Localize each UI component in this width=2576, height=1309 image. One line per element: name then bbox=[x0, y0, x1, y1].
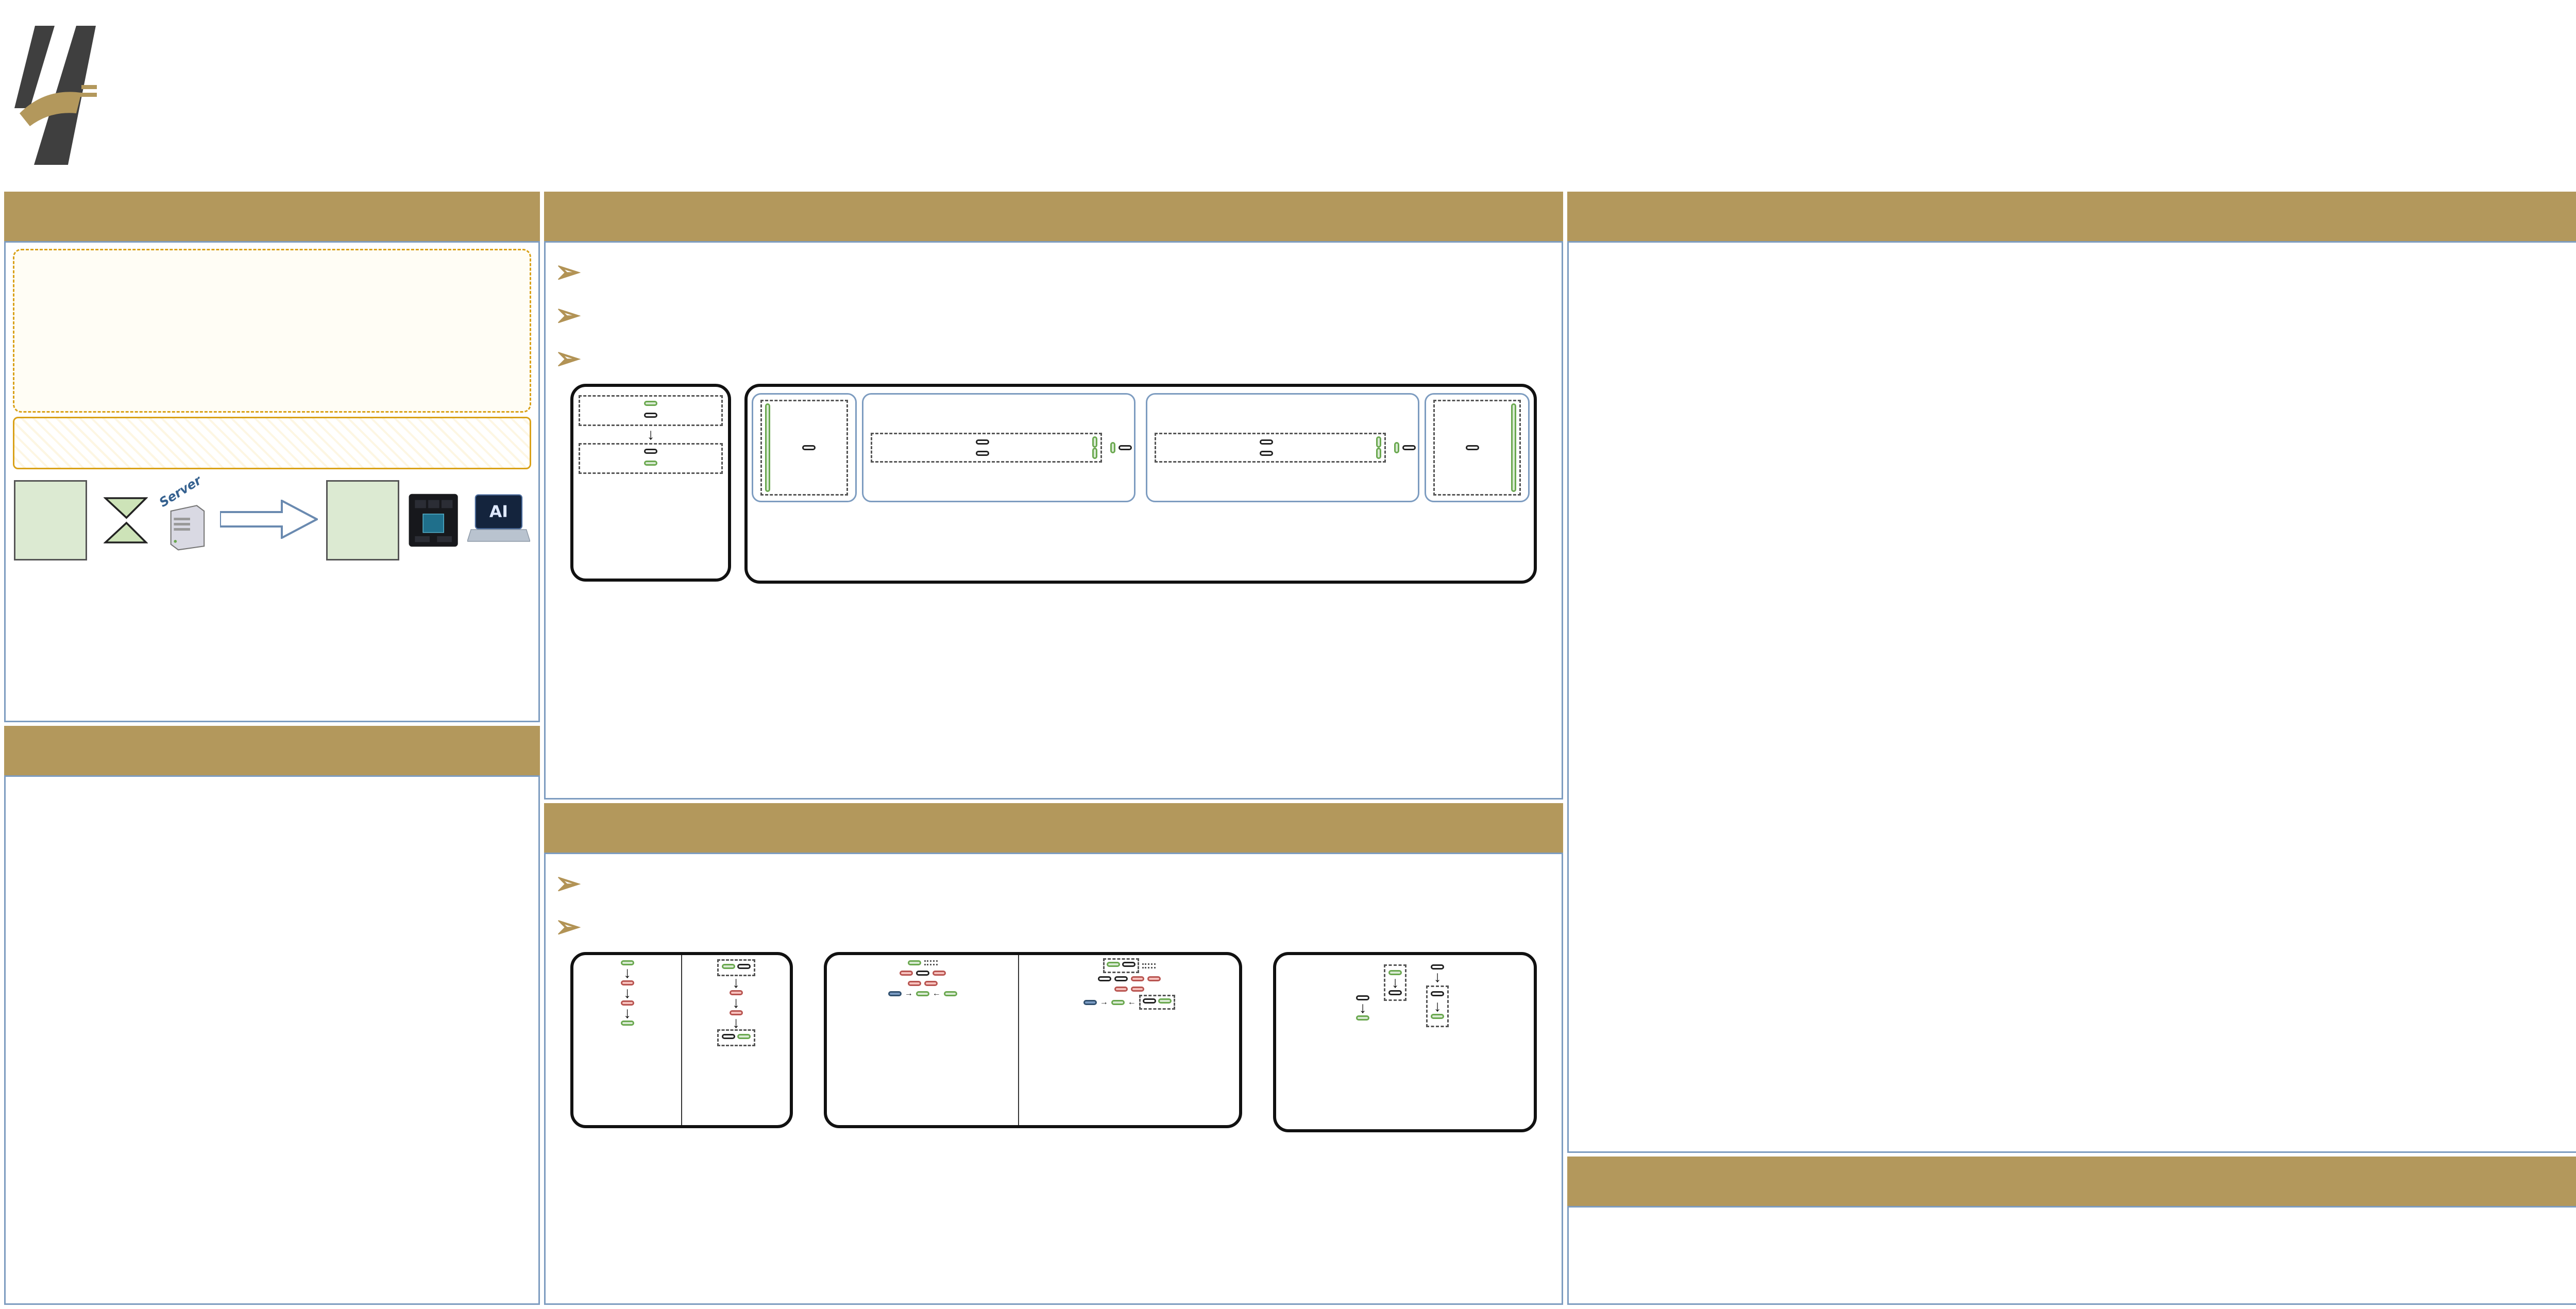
section-header-method2 bbox=[544, 803, 1563, 853]
klt-ablation-plots bbox=[1576, 253, 2576, 256]
ai-laptop-icon: AI bbox=[467, 494, 530, 542]
ai-label: AI bbox=[489, 503, 508, 521]
block1 bbox=[862, 393, 1136, 502]
w-xdt-box bbox=[644, 401, 657, 406]
fp32-box bbox=[14, 480, 88, 560]
server-icon: Server bbox=[157, 477, 205, 551]
smooth-ablation-plots bbox=[1576, 263, 2576, 266]
quantization-figure: Server bbox=[14, 473, 530, 567]
online-hadamard-rotate-box: ↓ ↓ ↓ bbox=[1273, 952, 1537, 1132]
method1-panel: ↓ bbox=[544, 241, 1563, 800]
section-header-experiments bbox=[1567, 192, 2576, 241]
interblock-box bbox=[744, 384, 1537, 584]
smooth-paragraph bbox=[2313, 263, 2576, 266]
method2-panel: ↓ ↓ ↓ bbox=[544, 853, 1563, 1305]
matrix-multiplication-box: → ← bbox=[824, 952, 1242, 1128]
section-header-conclusion bbox=[1567, 1157, 2576, 1206]
domains-figure bbox=[13, 249, 531, 413]
model-hourglass-icon bbox=[104, 497, 148, 543]
method2-bullet-2 bbox=[555, 909, 1552, 945]
section-header-motivation bbox=[4, 192, 540, 241]
method1-bullet-3 bbox=[555, 341, 1552, 377]
block-by-block-title bbox=[752, 388, 1530, 393]
w-dt-box bbox=[644, 461, 657, 466]
quant-arrow bbox=[218, 499, 319, 541]
section-header-method1 bbox=[544, 192, 1563, 241]
server-label: Server bbox=[157, 477, 205, 510]
blockn bbox=[1146, 393, 1419, 502]
method1-bullet-2 bbox=[555, 297, 1552, 333]
chip-icon bbox=[409, 494, 458, 547]
mamba-family-bar bbox=[13, 417, 531, 469]
online-design-diagram: ↓ ↓ ↓ bbox=[555, 952, 1552, 1132]
embed-block bbox=[752, 393, 857, 502]
klt-paragraph bbox=[2313, 253, 2576, 256]
houmo-logo-icon bbox=[14, 26, 97, 165]
column-middle: ↓ bbox=[544, 192, 1563, 1305]
motivation-panel: Server bbox=[4, 241, 540, 722]
method2-bullet-1 bbox=[555, 865, 1552, 902]
task-specific-inputs-label bbox=[18, 253, 35, 408]
column-left: Server bbox=[4, 192, 540, 1305]
block-arrow-icon bbox=[218, 499, 319, 539]
hkt-box bbox=[644, 449, 657, 454]
ohr-title bbox=[1281, 957, 1529, 962]
poster-header bbox=[0, 0, 2576, 188]
conclusion-panel bbox=[1567, 1206, 2576, 1305]
method1-bullet-1 bbox=[555, 254, 1552, 290]
offline-design-diagram: ↓ bbox=[555, 384, 1552, 586]
section-header-challenge bbox=[4, 726, 540, 775]
experiments-panel bbox=[1567, 241, 2576, 1153]
offline-rotate-title bbox=[573, 387, 728, 392]
output-projection-box: ↓ ↓ ↓ bbox=[570, 952, 793, 1128]
int8-box bbox=[326, 480, 399, 560]
hk-box bbox=[644, 413, 657, 418]
column-right bbox=[1567, 192, 2576, 1305]
head-block bbox=[1425, 393, 1530, 502]
challenge-panel bbox=[4, 775, 540, 1305]
houmo-logo bbox=[14, 15, 132, 170]
lora-module-box: ↓ bbox=[570, 384, 731, 582]
